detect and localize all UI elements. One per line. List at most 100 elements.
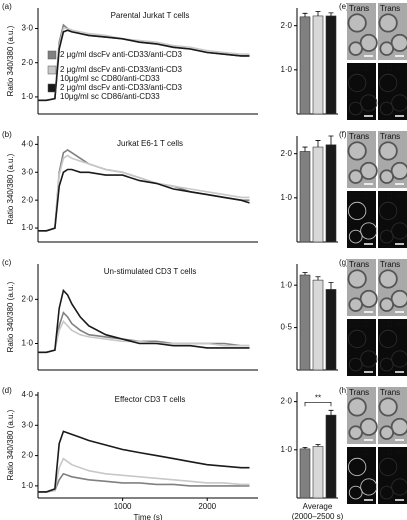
error-bar [328, 135, 334, 145]
cell [348, 101, 363, 116]
cell [348, 485, 363, 500]
cell [379, 425, 394, 440]
cell [378, 397, 398, 417]
chart-title: Effector CD3 T cells [115, 395, 186, 404]
y-tick-label: 3·0 [21, 420, 33, 429]
cell [360, 222, 378, 240]
cell [379, 485, 394, 500]
chart-title: Un-stimulated CD3 T cells [104, 267, 197, 276]
cell [378, 457, 398, 477]
series-line [38, 27, 250, 102]
micrograph-label: CTLA-4 [380, 448, 407, 457]
cell [359, 161, 378, 180]
cell [379, 297, 394, 312]
legend-label: 2 μg/ml dscFv anti-CD33/anti-CD3 10μg/ml … [60, 83, 183, 101]
cell [379, 169, 394, 184]
series-line [38, 288, 250, 354]
chart-title: Jurkat E6-1 T cells [117, 139, 183, 148]
y-tick-label: 1·0 [21, 339, 33, 348]
cell [390, 33, 407, 52]
bar [325, 144, 337, 243]
significance-bracket [304, 401, 332, 407]
cell [348, 297, 363, 312]
series-line [38, 320, 250, 354]
cell [347, 269, 367, 289]
series-line [38, 29, 250, 102]
series-line [38, 457, 250, 493]
legend-label: 2 μg/ml dscFv anti-CD33/anti-CD3 [60, 50, 183, 59]
panel-label: (f) [339, 130, 347, 139]
y-tick-label: 2·0 [21, 58, 33, 67]
y-tick-label: 1·0 [280, 445, 292, 454]
cell [348, 169, 363, 184]
micrograph-label: CD28 [349, 192, 370, 201]
micrograph-label: CD28 [349, 64, 370, 73]
micrograph-label: Trans [349, 4, 369, 13]
cell [378, 73, 398, 93]
x-axis-label: (2000–2500 s) [292, 512, 344, 520]
y-tick-label: 2·0 [21, 195, 33, 204]
y-tick-label: 0·5 [280, 323, 292, 332]
series-line [38, 430, 250, 493]
bar [325, 414, 337, 499]
bar [299, 16, 311, 115]
y-tick-label: 3·0 [21, 167, 33, 176]
micrograph-label: Trans [349, 260, 369, 269]
cell [379, 101, 394, 116]
cell [390, 417, 407, 436]
cell [348, 229, 363, 244]
y-tick-label: 1·0 [280, 193, 292, 202]
error-bar [328, 12, 334, 16]
legend-swatch [47, 83, 57, 93]
cell [347, 141, 367, 161]
series-line [38, 311, 250, 354]
y-tick-label: 1·0 [21, 223, 33, 232]
cell [348, 357, 363, 372]
micrograph-label: CTLA-4 [380, 192, 407, 201]
micrograph-label: Trans [349, 132, 369, 141]
y-tick-label: 2·0 [280, 149, 292, 158]
error-bar [328, 409, 334, 416]
y-tick-label: 4·0 [21, 139, 33, 148]
cell [378, 269, 398, 289]
y-tick-label: 1·0 [21, 481, 33, 490]
bar [312, 446, 324, 499]
cell [378, 13, 398, 33]
y-axis-label: Ratio 340/380 (a.u.) [6, 153, 15, 224]
micrograph-label: Trans [349, 388, 369, 397]
chart-title: Parental Jurkat T cells [111, 11, 190, 20]
y-axis-label: Ratio 340/380 (a.u.) [6, 409, 15, 480]
cell [378, 141, 398, 161]
significance-label: ** [315, 393, 321, 402]
cell [391, 222, 407, 240]
cell [347, 13, 367, 33]
x-axis-label: Average [303, 502, 333, 511]
micrograph-label: CTLA-4 [380, 320, 407, 329]
y-tick-label: 1·0 [280, 65, 292, 74]
bar [325, 15, 337, 115]
cell [347, 329, 367, 349]
cell [359, 417, 378, 436]
series-line [38, 472, 250, 493]
bar [312, 146, 324, 243]
y-tick-label: 3·0 [21, 24, 33, 33]
bar [299, 274, 311, 371]
cell [391, 350, 407, 368]
cell [347, 73, 367, 93]
y-axis-label: Ratio 340/380 (a.u.) [6, 281, 15, 352]
legend-label: 2 μg/ml dscFv anti-CD33/anti-CD3 10μg/ml … [60, 65, 183, 83]
micrograph-label: CTLA-4 [380, 64, 407, 73]
cell [390, 289, 407, 308]
series-line [38, 148, 250, 232]
cell [391, 94, 407, 112]
cell [360, 94, 378, 112]
y-tick-label: 2·0 [280, 21, 292, 30]
y-tick-label: 1·0 [280, 280, 292, 289]
y-tick-label: 1·0 [21, 92, 33, 101]
y-axis-label: Ratio 340/380 (a.u.) [6, 25, 15, 96]
bar [299, 151, 311, 243]
cell [347, 397, 367, 417]
panel-label: (b) [2, 130, 12, 139]
legend-swatch [47, 65, 57, 75]
